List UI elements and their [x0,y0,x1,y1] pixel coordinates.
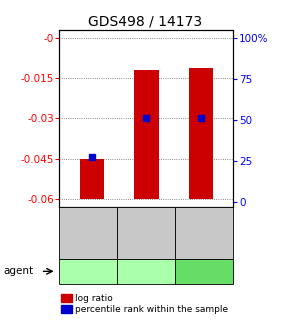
Text: GSM8754: GSM8754 [142,211,151,254]
Text: log ratio: log ratio [75,294,113,303]
Text: IFNg: IFNg [77,266,100,276]
Text: agent: agent [3,266,33,276]
Text: IL4: IL4 [197,266,212,276]
Bar [188,68,213,199]
Text: percentile rank within the sample: percentile rank within the sample [75,305,228,314]
Text: TNFa: TNFa [134,266,159,276]
Text: GSM8749: GSM8749 [84,211,93,254]
Bar [134,70,159,199]
Text: GDS498 / 14173: GDS498 / 14173 [88,15,202,29]
Text: GSM8759: GSM8759 [200,211,209,254]
Bar [80,159,104,199]
